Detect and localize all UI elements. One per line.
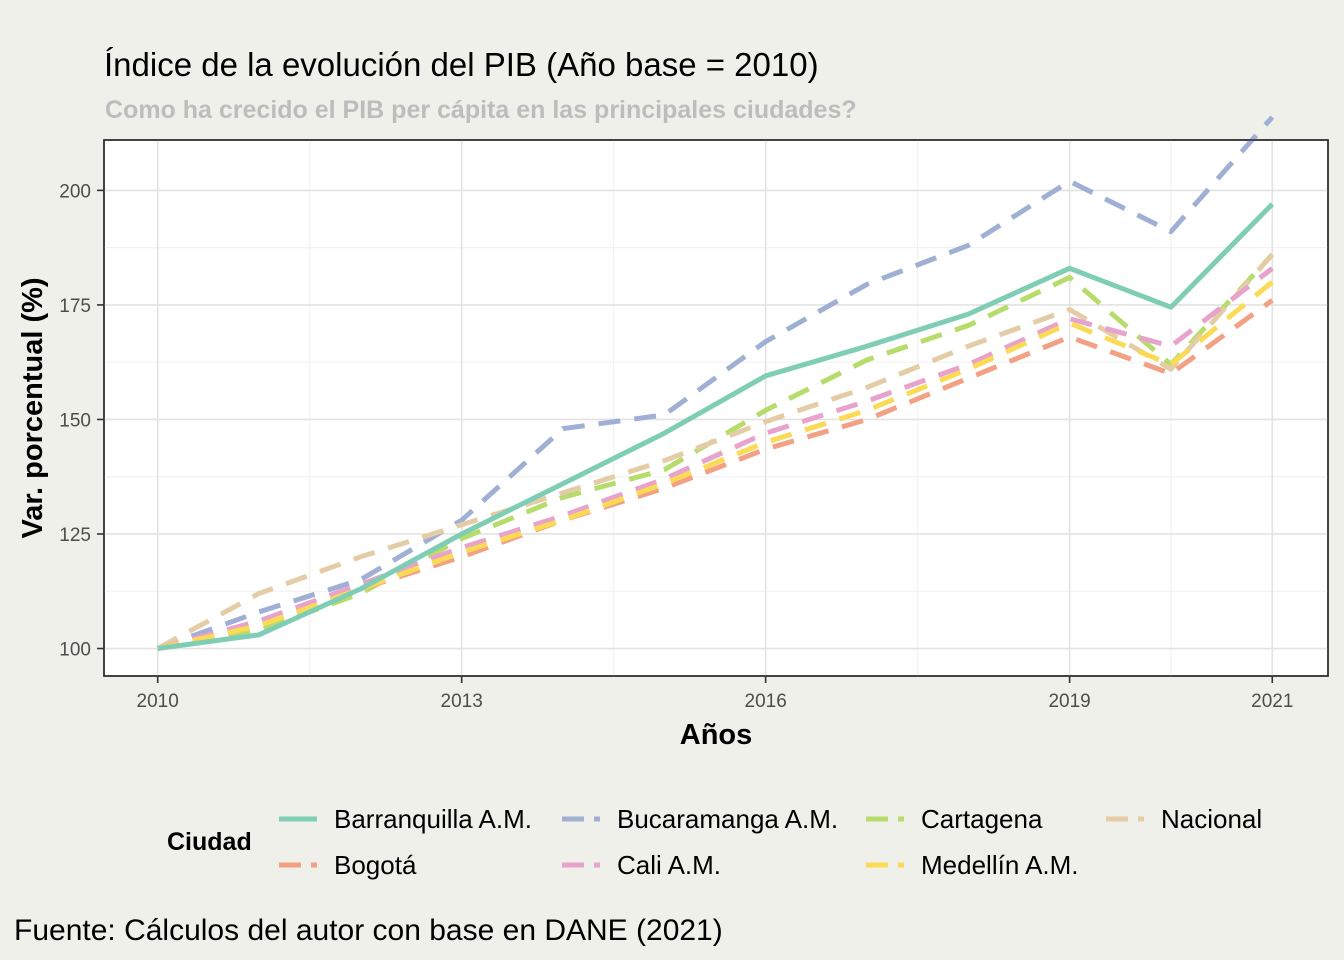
y-tick-label: 150 (59, 410, 91, 431)
legend-label-nacional: Nacional (1161, 804, 1262, 834)
y-axis-ticks: 100 125 150 175 200 (59, 181, 104, 661)
x-tick-label: 2021 (1251, 691, 1293, 712)
grid-major (104, 140, 1328, 676)
legend-label-bucaramanga-a-m: Bucaramanga A.M. (617, 804, 838, 834)
legend-title: Ciudad (167, 828, 252, 856)
legend-label-medellin-a-m: Medellín A.M. (921, 850, 1079, 880)
plot-background (103, 139, 1329, 677)
chart-title: Índice de la evolución del PIB (Año base… (104, 46, 819, 83)
x-tick-label: 2010 (137, 691, 179, 712)
grid-minor (104, 140, 1328, 676)
y-tick-label: 175 (59, 296, 91, 317)
y-tick-label: 100 (59, 640, 91, 661)
series-line-cartagena (157, 252, 1275, 651)
legend-label-bogota: Bogotá (334, 850, 417, 880)
series-line-barranquilla-a-m (157, 202, 1275, 651)
series-line-bucaramanga-a-m (156, 115, 1275, 651)
legend-label-cartagena: Cartagena (921, 804, 1043, 834)
series-line-cali-a-m (157, 266, 1274, 651)
plot-panel (103, 115, 1329, 677)
x-tick-label: 2013 (441, 691, 483, 712)
x-tick-label: 2019 (1048, 691, 1090, 712)
legend: Ciudad Barranquilla A.M. Bucaramanga A.M.… (167, 804, 1262, 880)
y-tick-label: 125 (59, 525, 91, 546)
legend-label-cali-a-m: Cali A.M. (617, 850, 721, 880)
series-lines (156, 115, 1275, 651)
plot-border (103, 139, 1329, 677)
legend-label-barranquilla-a-m: Barranquilla A.M. (334, 804, 532, 834)
chart-subtitle: Como ha crecido el PIB per cápita en las… (105, 96, 857, 124)
series-line-nacional (156, 252, 1275, 651)
x-tick-label: 2016 (745, 691, 787, 712)
y-tick-label: 200 (59, 181, 91, 202)
chart-caption: Fuente: Cálculos del autor con base en D… (14, 914, 723, 947)
y-axis-title: Var. porcentual (%) (17, 277, 49, 538)
x-axis-ticks: 2010 2013 2016 2019 2021 (137, 676, 1293, 712)
x-axis-title: Años (680, 719, 753, 751)
